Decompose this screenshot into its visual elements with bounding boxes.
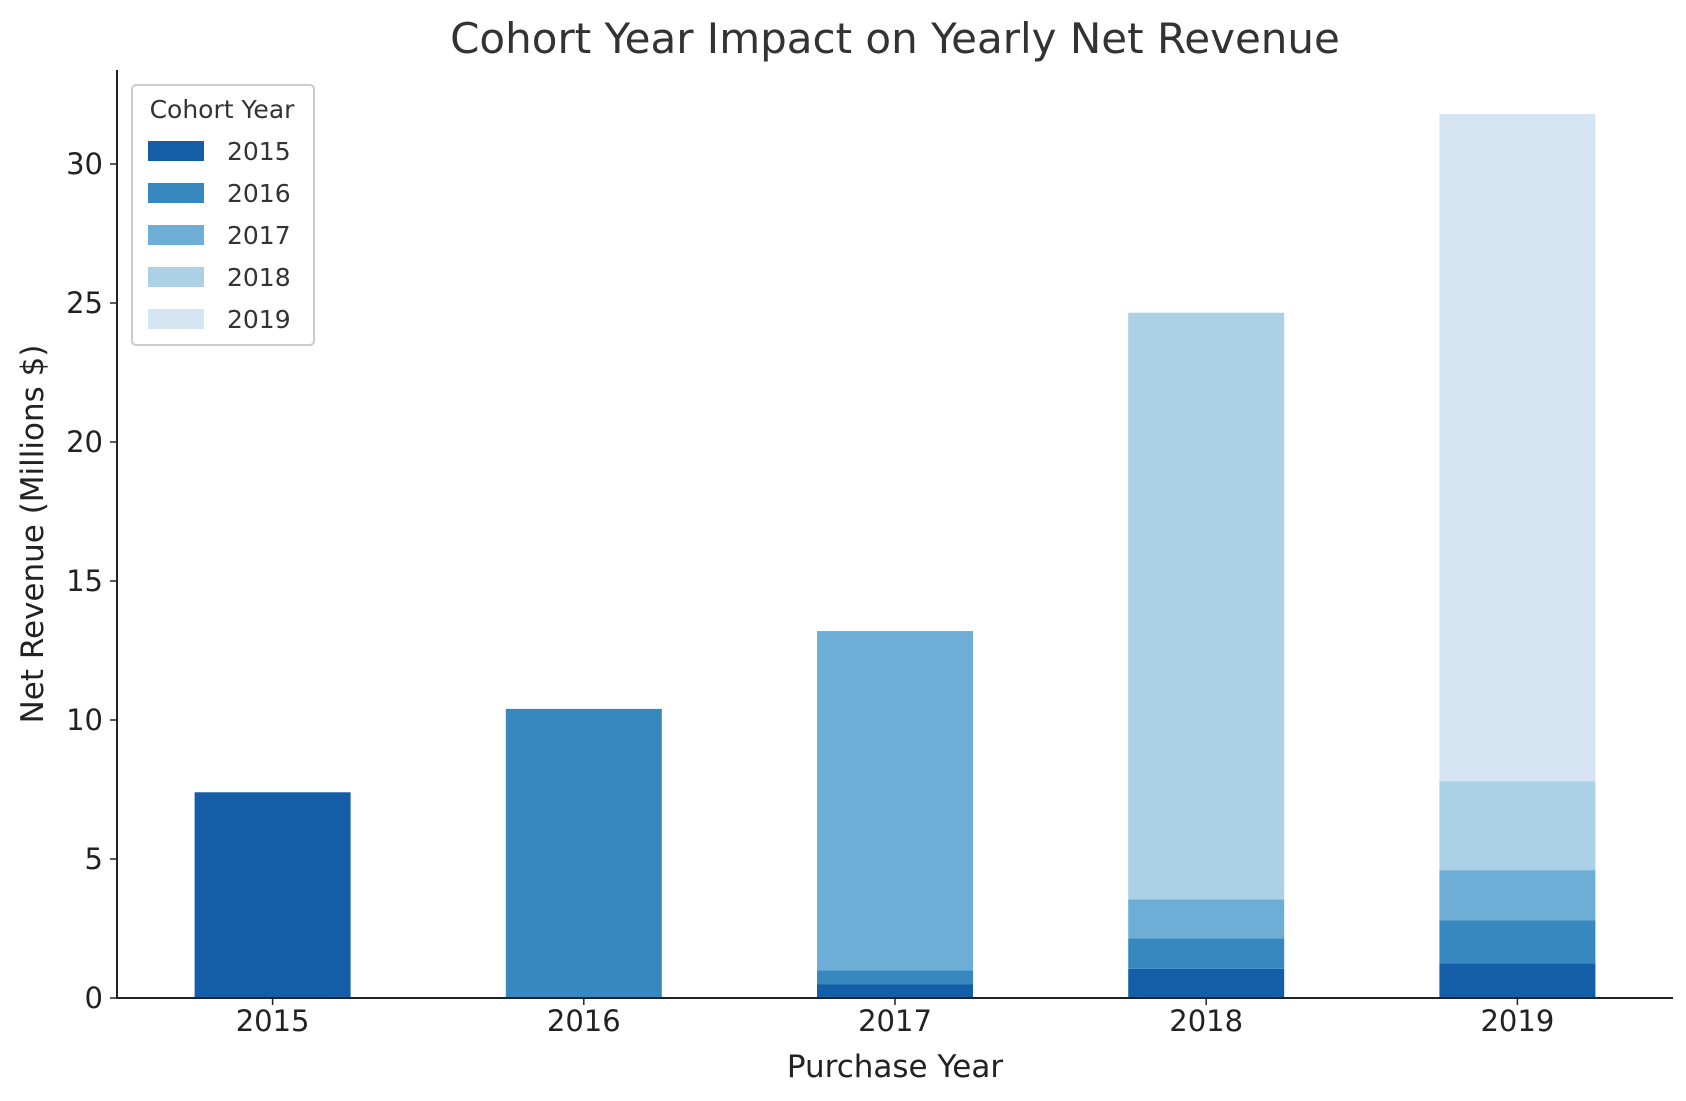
y-tick-label-30: 30 <box>66 147 103 181</box>
y-axis-ticks: 0 5 10 15 20 25 30 <box>66 147 117 1015</box>
chart-title: Cohort Year Impact on Yearly Net Revenue <box>450 14 1340 63</box>
bar-segment-2017-cohort-2017 <box>817 631 973 971</box>
bar-segment-2016-cohort-2016 <box>505 708 662 998</box>
x-tick-label-2016: 2016 <box>547 1004 621 1038</box>
y-tick-label-25: 25 <box>66 286 103 320</box>
legend-swatch-2015 <box>148 141 204 161</box>
bars-layer <box>194 113 1596 998</box>
legend-items: 2015 2016 2017 2018 2019 <box>148 137 291 334</box>
bar-segment-2018-cohort-2018 <box>1128 312 1285 900</box>
bar-segment-2019-cohort-2017 <box>1439 870 1596 921</box>
bar-segment-2018-cohort-2015 <box>1128 968 1285 998</box>
bar-segment-2019-cohort-2015 <box>1439 963 1596 998</box>
legend: Cohort Year 2015 2016 2017 2018 2019 <box>131 84 315 346</box>
bar-segment-2015-cohort-2015 <box>194 792 351 998</box>
legend-label-2016: 2016 <box>227 179 291 208</box>
x-tick-label-2018: 2018 <box>1169 1004 1243 1038</box>
x-axis-title: Purchase Year <box>787 1049 1004 1085</box>
bar-segment-2019-cohort-2019 <box>1439 113 1596 782</box>
legend-swatch-2018 <box>148 267 204 287</box>
bar-segment-2019-cohort-2018 <box>1439 781 1596 871</box>
legend-label-2015: 2015 <box>227 137 291 166</box>
x-tick-label-2017: 2017 <box>858 1004 932 1038</box>
legend-title: Cohort Year <box>150 95 296 124</box>
y-axis-title: Net Revenue (Millions $) <box>15 345 51 724</box>
bar-segment-2017-cohort-2016 <box>817 970 973 985</box>
y-tick-label-0: 0 <box>85 981 103 1015</box>
bar-segment-2018-cohort-2017 <box>1128 899 1285 939</box>
legend-label-2018: 2018 <box>227 263 291 292</box>
bar-segment-2019-cohort-2016 <box>1439 920 1596 964</box>
legend-label-2019: 2019 <box>227 305 291 334</box>
legend-swatch-2016 <box>148 183 204 203</box>
legend-swatch-2019 <box>148 309 204 329</box>
legend-swatch-2017 <box>148 225 204 245</box>
legend-label-2017: 2017 <box>227 221 291 250</box>
x-tick-label-2019: 2019 <box>1480 1004 1554 1038</box>
bar-segment-2018-cohort-2016 <box>1128 938 1285 969</box>
bar-segment-2017-cohort-2015 <box>817 984 973 998</box>
y-tick-label-10: 10 <box>66 703 103 737</box>
y-tick-label-5: 5 <box>85 842 103 876</box>
x-tick-label-2015: 2015 <box>236 1004 310 1038</box>
x-axis-ticks: 2015 2016 2017 2018 2019 <box>236 998 1554 1038</box>
y-tick-label-20: 20 <box>66 425 103 459</box>
y-tick-label-15: 15 <box>66 564 103 598</box>
